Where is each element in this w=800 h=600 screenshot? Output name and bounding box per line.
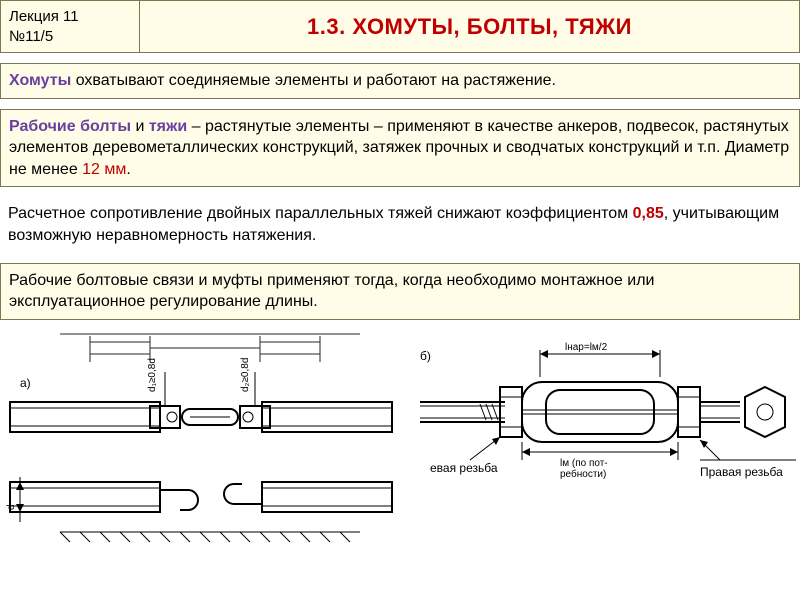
dim-d1: d₁≥0,8d (147, 358, 158, 392)
paragraph-couplings: Рабочие болтовые связи и муфты применяют… (0, 263, 800, 320)
para4-body: Рабочие болтовые связи и муфты применяют… (9, 272, 654, 311)
paragraph-bolts: Рабочие болты и тяжи – растянутые элемен… (0, 109, 800, 188)
lecture-line1: Лекция 11 (9, 7, 131, 27)
diagram-label-b: б) (420, 349, 431, 363)
keyword-clamps: Хомуты (9, 72, 71, 89)
lecture-tag: Лекция 11 №11/5 (0, 0, 140, 53)
label-left-thread: евая резьба (430, 461, 498, 475)
dim-lm: lм (по пот-ребности) (560, 458, 608, 480)
dim-d2: d₂≥0,8d (240, 357, 251, 391)
dim-d: d (6, 504, 17, 510)
diagram-label-a: а) (20, 376, 31, 390)
para2-tail: . (126, 161, 130, 178)
value-coef: 0,85 (633, 205, 664, 222)
label-right-thread: Правая резьба (700, 465, 783, 479)
paragraph-clamps: Хомуты охватывают соединяемые элементы и… (0, 63, 800, 99)
paragraph-coef: Расчетное сопротивление двойных параллел… (0, 197, 800, 252)
para2-mid1: и (131, 118, 149, 135)
dim-lnar: lнар=lм/2 (565, 342, 608, 353)
keyword-bolts: Рабочие болты (9, 118, 131, 135)
value-diameter: 12 мм (82, 161, 126, 178)
slide-title: 1.3. ХОМУТЫ, БОЛТЫ, ТЯЖИ (140, 0, 800, 53)
keyword-ties: тяжи (149, 118, 187, 135)
lecture-line2: №11/5 (9, 27, 131, 47)
para1-body: охватывают соединяемые элементы и работа… (71, 72, 556, 89)
para3-pre: Расчетное сопротивление двойных параллел… (8, 205, 633, 222)
engineering-diagram: а) d₁≥0,8d d₂≥0,8d (0, 332, 800, 572)
